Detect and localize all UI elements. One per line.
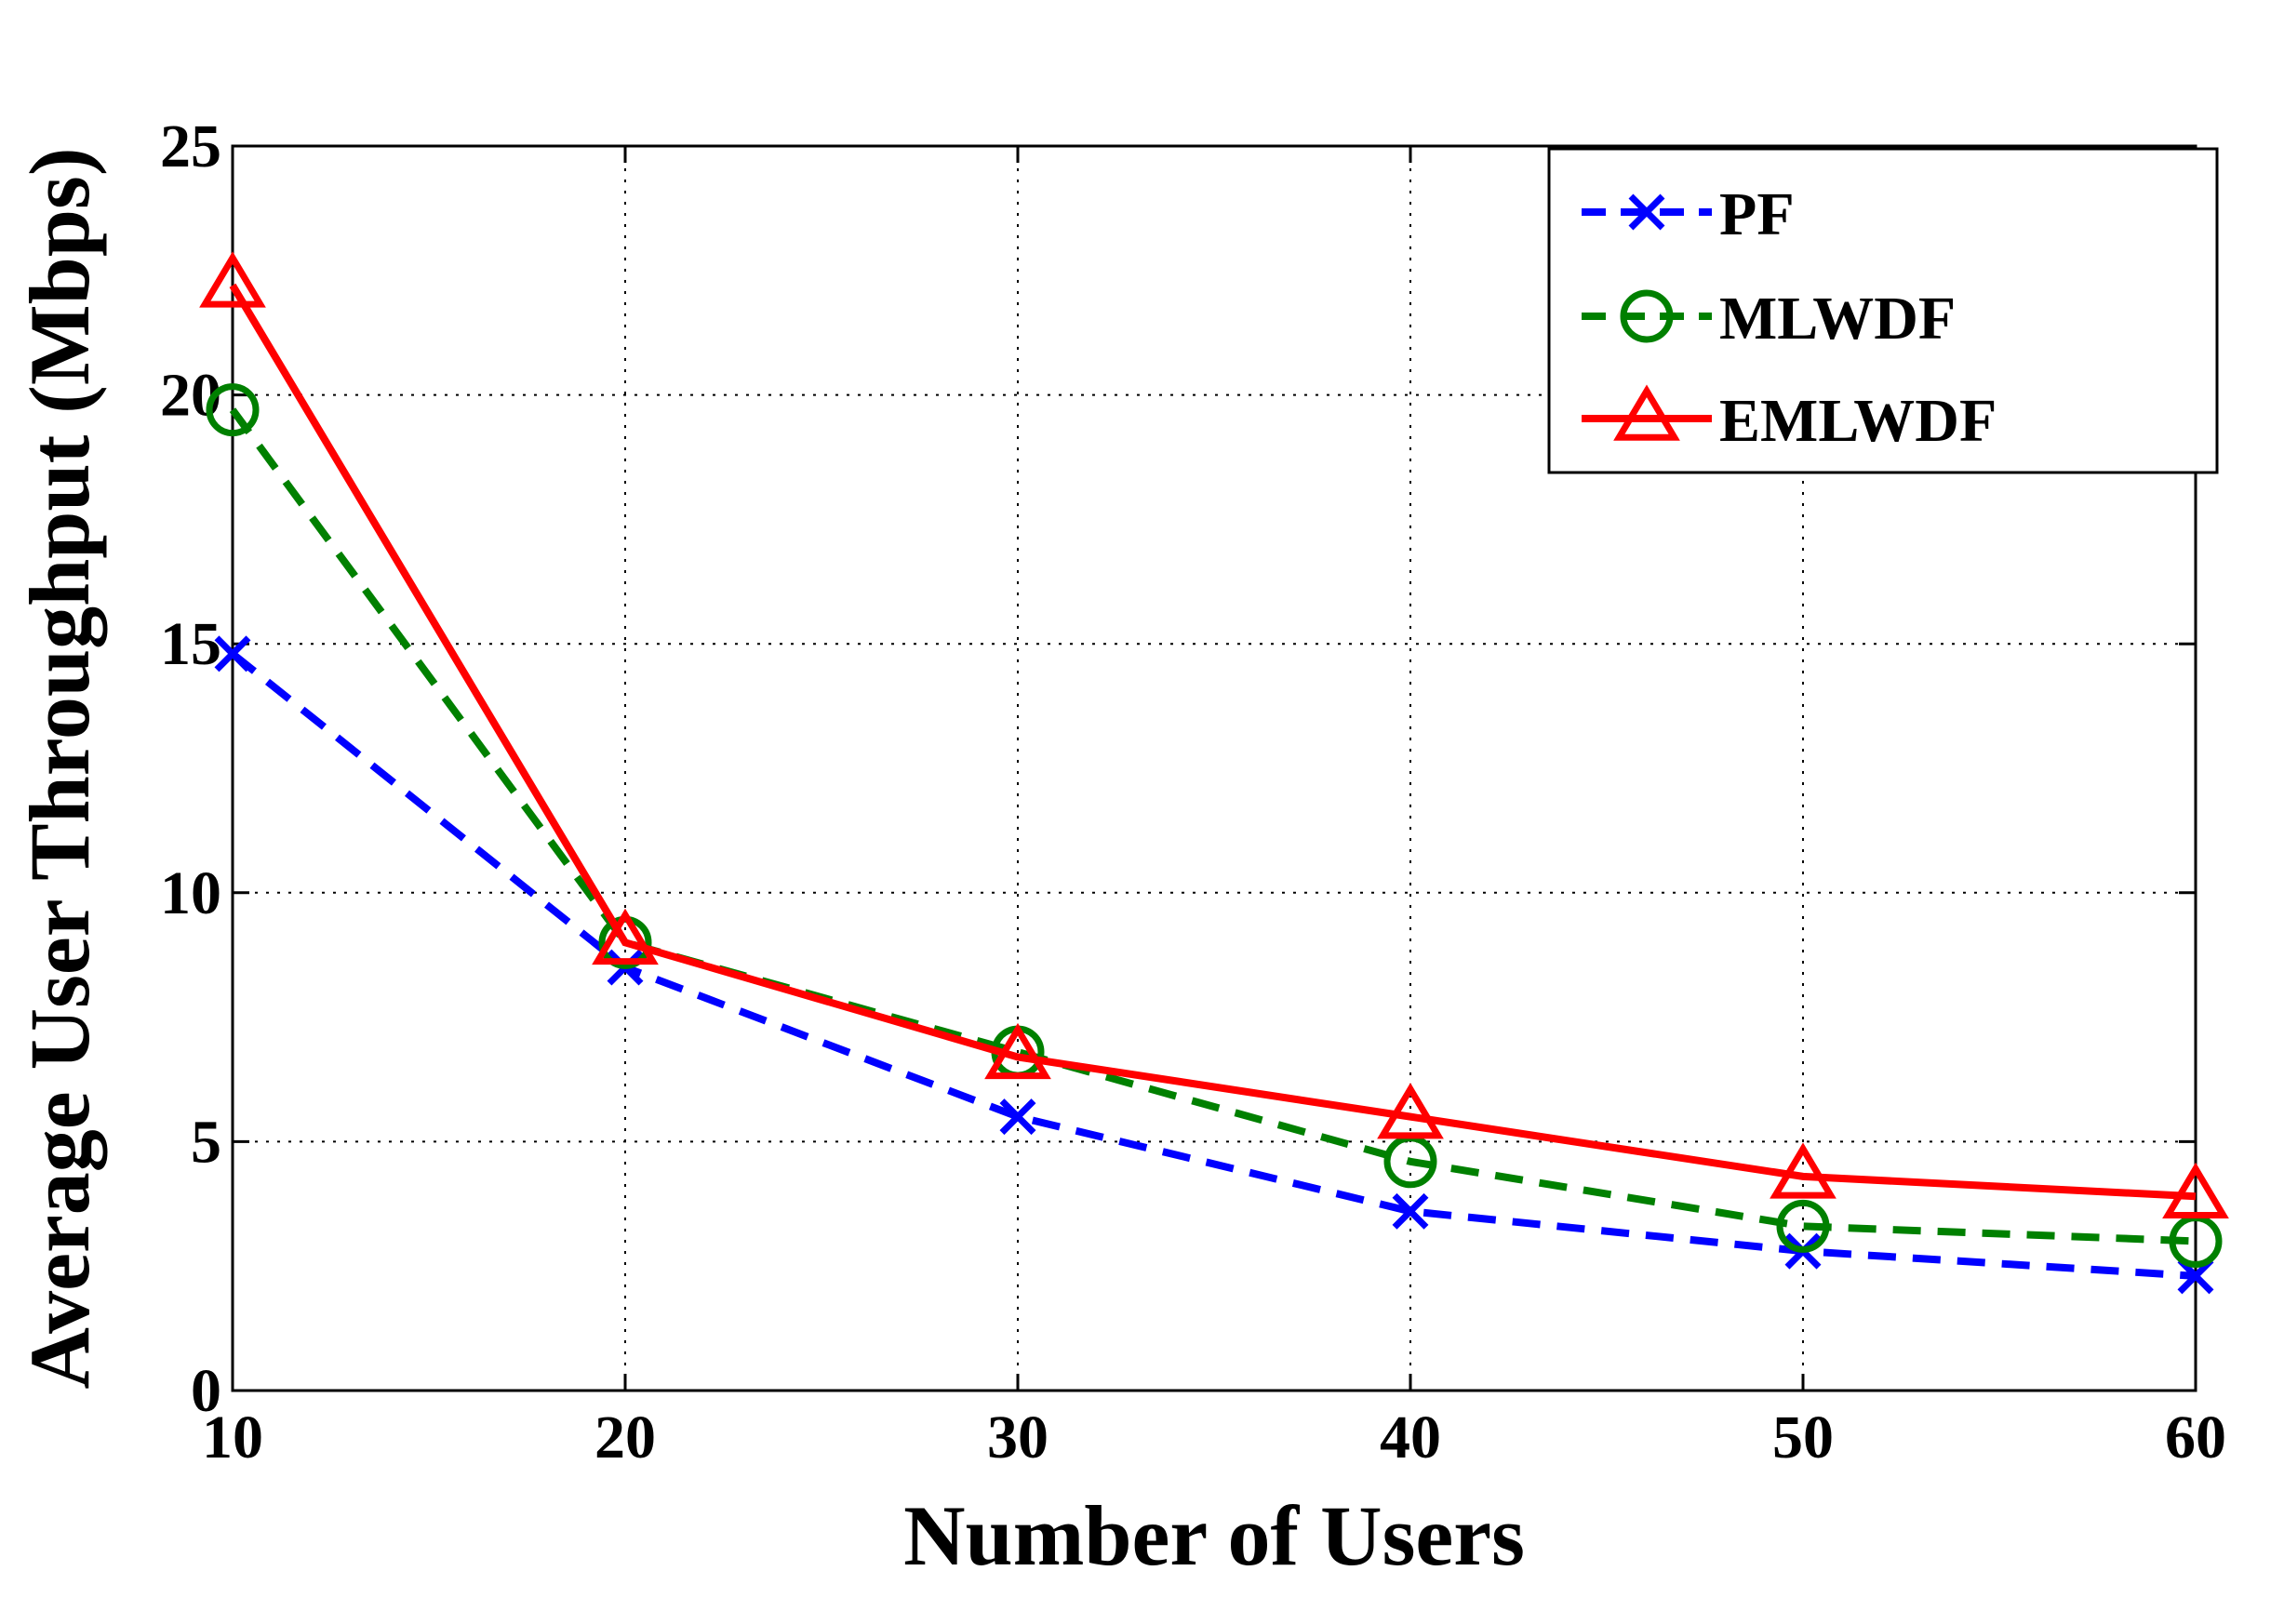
x-tick-label: 40	[1380, 1404, 1441, 1471]
legend-item-mlwdf: MLWDF	[1582, 285, 1956, 353]
legend: PF MLWDF EMLWDF	[1547, 147, 2219, 474]
data-point-pf	[999, 1098, 1036, 1136]
x-tick-label: 50	[1772, 1404, 1834, 1471]
legend-item-pf: PF	[1582, 180, 1795, 248]
series-pf	[214, 635, 2214, 1295]
legend-marker-pf	[1628, 193, 1665, 231]
y-tick-label: 5	[191, 1108, 221, 1176]
y-tick-label: 10	[160, 859, 221, 927]
series-line-mlwdf	[229, 407, 2197, 1245]
y-axis-label: Average User Throughput (Mbps)	[12, 148, 107, 1390]
series-group	[199, 251, 2229, 1295]
x-tick-label: 10	[202, 1404, 263, 1471]
y-tick-label: 25	[160, 113, 221, 180]
y-tick-label: 15	[160, 610, 221, 678]
x-tick-label: 60	[2165, 1404, 2226, 1471]
data-point-emlwdf	[592, 908, 659, 965]
legend-marker-emlwdf	[1613, 384, 1680, 441]
series-line-pf	[230, 650, 2197, 1280]
series-emlwdf	[199, 251, 2229, 1219]
y-tick-label: 0	[191, 1357, 221, 1425]
legend-label-pf: PF	[1719, 180, 1795, 248]
data-point-mlwdf	[1776, 1199, 1830, 1253]
data-point-emlwdf	[984, 1022, 1051, 1080]
data-point-emlwdf	[1377, 1083, 1444, 1139]
legend-marker-mlwdf	[1620, 289, 1674, 343]
data-point-pf	[214, 635, 251, 672]
legend-label-emlwdf: EMLWDF	[1719, 387, 1997, 455]
data-point-emlwdf	[2162, 1162, 2229, 1219]
plot-frame	[231, 144, 2197, 1392]
data-point-pf	[1392, 1192, 1429, 1230]
data-point-emlwdf	[1770, 1142, 1837, 1199]
legend-item-emlwdf: EMLWDF	[1582, 384, 1997, 455]
data-point-emlwdf	[199, 251, 266, 308]
series-line-emlwdf	[229, 283, 2197, 1201]
x-axis-label: Number of Users	[903, 1488, 1525, 1583]
legend-label-mlwdf: MLWDF	[1719, 285, 1956, 353]
x-tick-label: 20	[594, 1404, 656, 1471]
data-point-mlwdf	[206, 383, 260, 437]
x-tick-label: 30	[987, 1404, 1049, 1471]
